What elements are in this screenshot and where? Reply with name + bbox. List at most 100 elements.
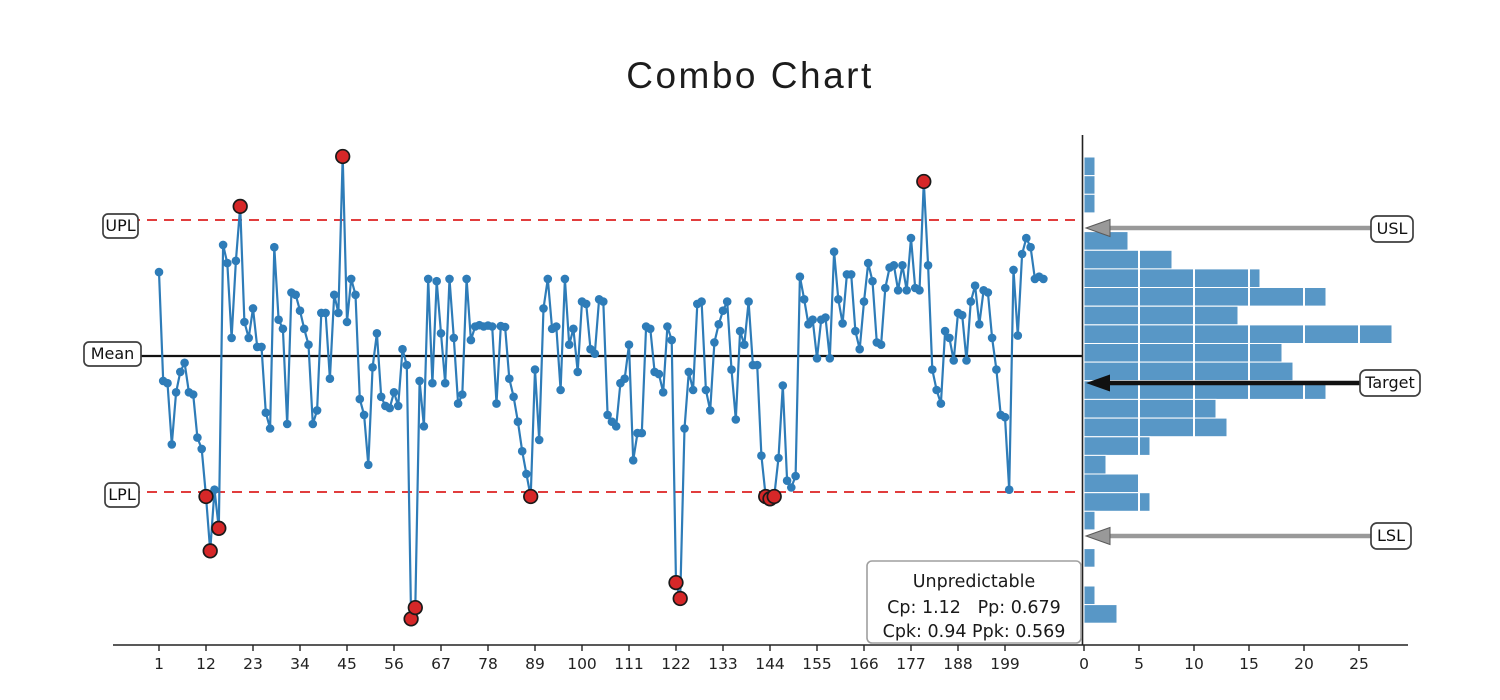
stats-cpk-ppk-text: Cpk: 0.94 Ppk: 0.569 — [883, 622, 1066, 642]
data-point — [1004, 485, 1014, 495]
data-point — [513, 417, 523, 427]
mean-label-text: Mean — [91, 344, 135, 363]
data-point — [368, 363, 377, 372]
data-point — [868, 276, 877, 286]
data-point — [599, 297, 608, 306]
data-point — [684, 367, 694, 377]
data-point — [637, 428, 647, 438]
data-point — [821, 313, 830, 322]
data-point — [530, 365, 540, 374]
data-point — [778, 381, 788, 390]
data-point — [795, 272, 805, 282]
lsl-label-box — [1370, 522, 1412, 550]
data-point — [270, 242, 279, 252]
data-point — [838, 319, 847, 328]
data-point — [449, 333, 459, 343]
outlier-point — [335, 148, 351, 165]
data-point — [1000, 412, 1010, 422]
data-point — [282, 419, 292, 429]
data-point — [176, 367, 185, 377]
data-point — [829, 247, 839, 256]
x-tick-label: 111 — [614, 655, 644, 673]
data-point — [534, 435, 544, 445]
data-point — [389, 388, 399, 397]
data-point — [970, 281, 980, 291]
usl-arrow — [1084, 218, 1371, 238]
outlier-point — [668, 574, 684, 591]
data-point — [346, 274, 356, 284]
data-point — [492, 399, 501, 408]
data-point — [590, 349, 600, 359]
data-point — [453, 399, 463, 408]
data-point — [180, 358, 189, 368]
data-point — [859, 297, 869, 306]
data-point — [646, 324, 655, 334]
data-point — [385, 403, 395, 413]
data-point — [846, 270, 856, 279]
data-point — [731, 415, 741, 424]
x-tick-label: 177 — [896, 655, 926, 673]
data-point — [928, 365, 937, 374]
hist-tick-label: 15 — [1239, 655, 1259, 673]
data-point — [522, 469, 531, 479]
data-point — [329, 290, 339, 300]
target-arrow-head-icon — [1086, 374, 1110, 392]
hist-bar — [1083, 156, 1096, 177]
stats-cp-pp-text: Cp: 1.12 Pp: 0.679 — [887, 598, 1061, 618]
x-tick-label: 23 — [243, 655, 263, 673]
data-point — [1022, 233, 1031, 243]
outlier-point — [198, 488, 214, 505]
data-point — [274, 315, 283, 325]
data-point — [509, 392, 518, 402]
lpl-label-text: LPL — [108, 485, 136, 504]
upl-label-box — [102, 213, 139, 239]
data-point — [825, 354, 835, 363]
data-point — [573, 367, 582, 377]
data-point — [714, 320, 723, 329]
x-tick-label: 34 — [290, 655, 310, 673]
data-point — [500, 322, 510, 332]
outlier-point — [523, 488, 539, 505]
hist-bar — [1083, 604, 1118, 624]
data-point — [688, 385, 698, 395]
data-point — [658, 388, 668, 397]
hist-bar — [1083, 548, 1096, 568]
hist-bar — [1083, 417, 1228, 438]
upl-label-text: UPL — [105, 216, 135, 235]
outlier-point — [672, 590, 688, 607]
data-point — [193, 433, 202, 442]
data-point — [351, 290, 360, 300]
x-tick-label: 155 — [802, 655, 832, 673]
data-point — [705, 406, 715, 415]
data-point — [556, 385, 565, 395]
data-point — [957, 310, 967, 320]
outlier-point — [211, 520, 227, 536]
outlier-point — [916, 173, 932, 190]
data-point — [458, 390, 467, 399]
lsl-arrow — [1084, 526, 1371, 546]
data-point — [248, 304, 258, 313]
data-point — [752, 360, 762, 370]
outlier-point — [766, 488, 782, 505]
data-point — [432, 276, 442, 286]
data-point — [855, 344, 864, 354]
data-point — [1009, 265, 1018, 275]
x-tick-label: 133 — [708, 655, 738, 673]
data-point — [539, 304, 548, 313]
hist-bar — [1083, 175, 1096, 195]
hist-tick-label: 5 — [1134, 655, 1144, 673]
data-point — [415, 376, 424, 386]
data-point — [355, 394, 365, 404]
data-point — [949, 356, 958, 365]
data-point — [834, 295, 843, 304]
data-point — [987, 333, 997, 343]
data-point — [757, 451, 766, 461]
data-point — [744, 297, 753, 306]
data-point — [654, 369, 664, 379]
x-tick-label: 144 — [755, 655, 785, 673]
hist-bar — [1083, 473, 1140, 494]
lsl-arrow-head-icon — [1084, 526, 1111, 546]
data-point — [812, 354, 822, 363]
x-tick-label: 122 — [661, 655, 691, 673]
data-point — [291, 290, 301, 300]
